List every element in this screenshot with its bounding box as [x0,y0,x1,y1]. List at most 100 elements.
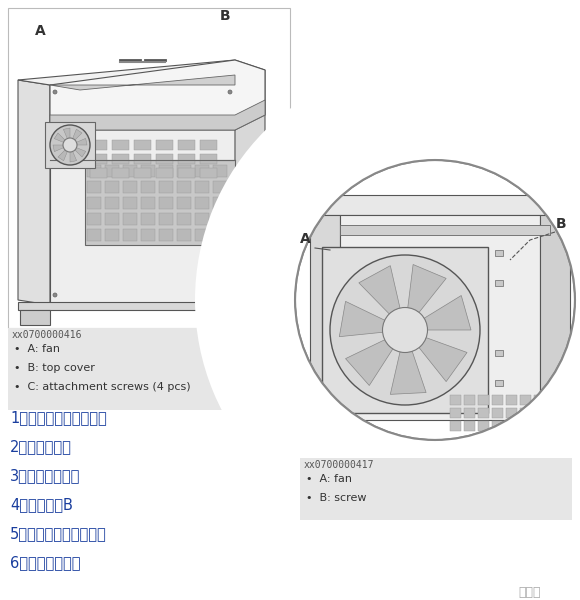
Bar [87,213,101,225]
Bar [18,302,235,310]
Bar [141,213,155,225]
Bar [123,165,137,177]
Bar [178,168,195,178]
Bar [8,8,290,328]
Bar [105,213,119,225]
Bar [134,168,151,178]
Bar [90,140,107,150]
Bar [159,197,173,209]
Bar [141,165,155,177]
Polygon shape [310,195,560,215]
Bar [141,181,155,193]
Bar [495,250,503,256]
Text: A: A [300,232,311,246]
Bar [548,395,559,405]
Bar [548,421,559,431]
Bar [200,310,230,325]
Bar [85,160,235,245]
Bar [123,213,137,225]
Text: 2、拆除上盖板: 2、拆除上盖板 [10,439,72,455]
Bar [159,213,173,225]
Text: 4、拆除螺钉B: 4、拆除螺钉B [10,497,73,512]
Bar [520,408,531,418]
Bar [177,181,191,193]
Bar [213,213,227,225]
Bar [177,213,191,225]
Bar [200,168,217,178]
Polygon shape [70,151,77,162]
Polygon shape [53,145,64,152]
Bar [492,395,503,405]
Bar [450,408,461,418]
Bar [105,165,119,177]
Bar [105,229,119,241]
Bar [200,154,217,164]
Text: B: B [220,9,231,23]
Text: 5、向上推风扇并且拉出: 5、向上推风扇并且拉出 [10,527,107,541]
Bar [123,197,137,209]
Bar [492,408,503,418]
Bar [213,181,227,193]
Bar [159,229,173,241]
Bar [464,421,475,431]
Bar [90,168,107,178]
Text: 1、拆除上盖板所有螺钉: 1、拆除上盖板所有螺钉 [10,410,107,425]
Bar [178,140,195,150]
Polygon shape [63,128,70,139]
Circle shape [63,138,77,152]
Bar [112,168,129,178]
Polygon shape [77,139,87,145]
Bar [540,215,570,420]
Circle shape [382,307,427,352]
Text: •  A: fan: • A: fan [306,474,352,484]
Bar [464,395,475,405]
Text: •  B: top cover: • B: top cover [14,363,95,373]
Wedge shape [195,60,580,540]
Bar [195,165,209,177]
Bar [195,213,209,225]
Bar [200,140,217,150]
Bar [87,229,101,241]
Bar [520,421,531,431]
Bar [87,181,101,193]
Bar [534,395,545,405]
Polygon shape [50,85,235,305]
Bar [506,421,517,431]
Polygon shape [18,60,265,85]
Bar [300,458,572,520]
Bar [534,408,545,418]
Bar [492,421,503,431]
Bar [213,165,227,177]
Bar [134,140,151,150]
Bar [340,225,550,235]
Polygon shape [235,70,265,305]
Bar [450,421,461,431]
Bar [123,181,137,193]
Text: 工控帮: 工控帮 [519,586,541,599]
Bar [177,229,191,241]
Polygon shape [18,80,50,305]
Bar [478,395,489,405]
Bar [134,154,151,164]
Bar [112,140,129,150]
Text: •  A: fan: • A: fan [14,344,60,354]
Bar [450,395,461,405]
Bar [495,350,503,356]
Bar [506,408,517,418]
Bar [20,310,50,325]
Bar [178,154,195,164]
Text: 6、安装步骤相反: 6、安装步骤相反 [10,556,81,571]
Polygon shape [359,266,400,314]
Polygon shape [339,301,385,337]
Polygon shape [408,265,446,313]
Polygon shape [419,338,467,382]
Polygon shape [50,100,265,130]
Bar [310,215,340,400]
Circle shape [228,293,232,297]
Bar [156,168,173,178]
Text: •  C: attachment screws (4 pcs): • C: attachment screws (4 pcs) [14,382,191,392]
Polygon shape [72,129,82,140]
Bar [213,197,227,209]
Text: •  B: screw: • B: screw [306,493,367,503]
Polygon shape [58,150,67,161]
